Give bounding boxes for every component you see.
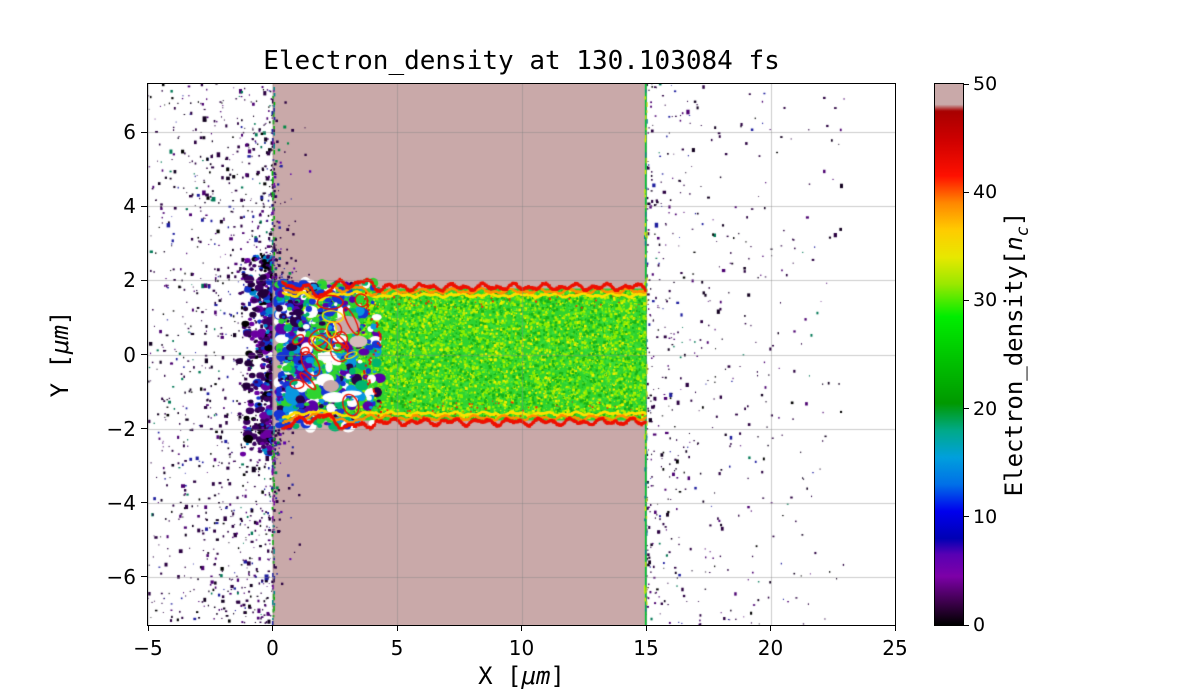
x-axis-label: X [μm] (148, 662, 895, 690)
colorbar-tick-label: 20 (973, 397, 998, 420)
colorbar-tick-mark (964, 516, 969, 518)
colorbar-tick-label: 10 (973, 505, 998, 528)
y-axis-label-math: μm (46, 325, 74, 354)
colorbar-label-symbol: n (1000, 236, 1029, 251)
x-tick-mark (272, 626, 273, 631)
colorbar-tick-mark (964, 83, 969, 85)
y-tick-label: 0 (123, 342, 136, 367)
y-tick-label: 2 (123, 268, 136, 293)
x-axis-label-suffix: ] (550, 662, 565, 690)
colorbar-tick-label: 0 (973, 614, 986, 636)
x-axis-label-prefix: X [ (478, 662, 522, 690)
x-tick-mark (147, 626, 149, 631)
heatmap-canvas (148, 84, 895, 625)
colorbar-tick-mark (964, 624, 969, 626)
y-tick-label: −6 (106, 564, 136, 589)
x-axis-label-math: μm (521, 662, 551, 690)
colorbar-gradient (935, 84, 963, 625)
colorbar-tick-mark (964, 408, 969, 410)
y-tick-label: 4 (123, 194, 136, 219)
x-tick-label: −5 (133, 636, 163, 660)
y-tick-label: 6 (123, 120, 136, 145)
x-tick-label: 10 (508, 636, 535, 660)
x-tick-label: 15 (633, 636, 659, 660)
x-tick-label: 20 (757, 636, 784, 660)
y-axis-label-prefix: Y [ (46, 354, 74, 398)
colorbar-label-subscript: c (1011, 226, 1032, 237)
colorbar-tick-mark (964, 191, 969, 193)
colorbar-tick-label: 40 (973, 181, 998, 204)
y-tick-mark (141, 502, 147, 504)
y-tick-mark (141, 354, 147, 355)
y-tick-mark (141, 576, 147, 578)
x-tick-mark (645, 626, 647, 631)
x-tick-mark (894, 626, 896, 631)
colorbar-tick-mark (964, 299, 969, 301)
y-tick-mark (141, 131, 147, 133)
y-tick-label: −2 (106, 416, 136, 441)
y-tick-label: −4 (106, 490, 136, 515)
x-tick-label: 0 (266, 636, 279, 660)
x-tick-mark (770, 626, 771, 631)
x-tick-label: 5 (390, 636, 404, 660)
y-tick-mark (141, 205, 147, 207)
y-axis-label-suffix: ] (46, 310, 74, 326)
x-tick-label: 25 (882, 636, 908, 660)
x-tick-mark (521, 626, 522, 631)
x-tick-mark (396, 626, 398, 631)
colorbar-tick-label: 50 (973, 73, 998, 95)
y-tick-mark (141, 279, 147, 281)
colorbar-tick-label: 30 (973, 289, 998, 312)
y-tick-mark (141, 428, 147, 430)
chart-title: Electron_density at 130.103084 fs (263, 46, 780, 76)
colorbar-label-suffix: ] (1000, 211, 1029, 227)
